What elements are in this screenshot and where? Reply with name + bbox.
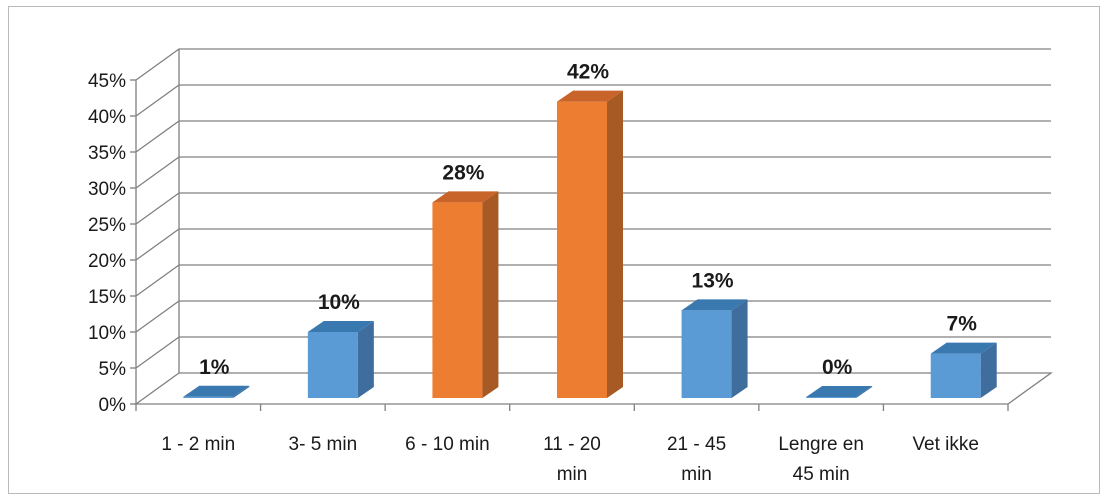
y-tick-label: 10% [88,323,126,344]
labels: 0% 5% 10% 15% 20% 25% 30% 35% 40% 45% 1% 1 - 2 min 1… [88,61,979,485]
bar-top [183,385,250,397]
bar [930,342,997,398]
y-tick-label: 30% [88,179,126,200]
category-label: min [557,464,588,485]
bar-side [607,90,623,398]
y-tick-label: 40% [88,107,126,128]
bar-side [482,191,499,398]
data-label: 42% [567,61,609,84]
category-label: 11 - 20 [543,434,601,455]
bar-side [980,342,997,398]
bars [183,90,997,398]
bar-side [233,385,250,398]
bar [183,385,250,398]
data-label: 10% [318,291,360,314]
bar-front [432,202,483,398]
category-label: Vet ikke [912,434,979,455]
y-tick-label: 20% [88,251,126,272]
bar [307,321,374,398]
y-tick-label: 25% [88,215,126,236]
bar-front [183,396,234,398]
chart-frame: 0% 5% 10% 15% 20% 25% 30% 35% 40% 45% 1% 1 - 2 min 1… [8,6,1100,494]
category-label: 45 min [793,464,850,485]
bar-chart: 0% 5% 10% 15% 20% 25% 30% 35% 40% 45% 1% 1 - 2 min 1… [88,48,1054,485]
floor [133,372,1054,405]
bar [432,191,499,398]
data-label: 28% [442,161,484,184]
data-label: 1% [199,356,230,379]
bar-top [681,299,748,311]
bar-front [930,353,981,398]
bar-front [557,101,607,398]
bar-front [307,332,358,398]
bar-top [432,191,499,203]
bar-side [357,321,374,398]
data-label: 13% [692,269,734,292]
bar-side [731,299,748,398]
y-tick-label: 45% [88,71,126,92]
bar-top [930,342,997,354]
bar-top [557,90,623,102]
category-label: min [681,464,712,485]
axes [130,49,1054,411]
data-label: 0% [822,356,853,379]
category-label: 6 - 10 min [405,434,489,455]
bar-side [856,386,873,398]
category-label: Lengre en [778,434,864,455]
bar-front [681,310,732,398]
category-label: 21 - 45 [667,434,726,455]
category-label: 3- 5 min [289,434,358,455]
bar-top [307,321,374,332]
y-tick-label: 35% [88,143,126,164]
y-tick-label: 5% [99,359,127,380]
bar [806,386,873,398]
category-label: 1 - 2 min [161,434,235,455]
y-tick-label: 15% [88,287,126,308]
bar-top [806,386,873,397]
data-label: 7% [947,313,978,336]
bar-front [806,397,857,398]
bar [681,299,748,398]
bar [557,90,623,398]
y-tick-label: 0% [99,395,127,416]
